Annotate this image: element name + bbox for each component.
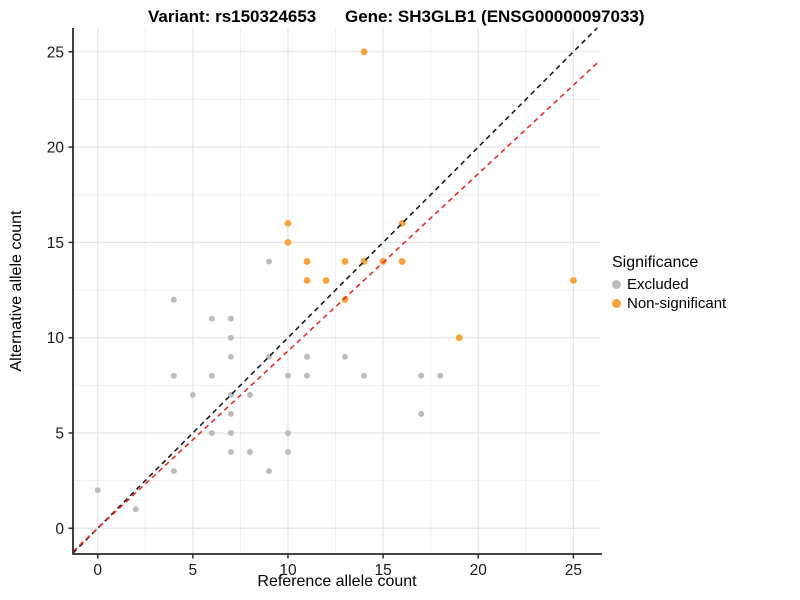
y-tick-label: 10 — [47, 330, 65, 347]
y-tick-label: 15 — [47, 235, 64, 252]
data-point — [284, 372, 291, 379]
data-point — [265, 258, 272, 265]
data-point — [132, 506, 139, 513]
data-point — [227, 315, 234, 322]
legend: Significance Excluded Non-significant — [612, 254, 726, 313]
data-point — [170, 468, 177, 475]
data-point — [455, 334, 463, 342]
excluded-dot-icon — [612, 280, 621, 289]
plot-title-variant: Variant: rs150324653 — [148, 7, 317, 26]
data-point — [227, 353, 234, 360]
legend-title: Significance — [612, 254, 699, 271]
data-point — [284, 449, 291, 456]
y-tick-label: 0 — [55, 521, 64, 538]
data-point — [227, 334, 234, 341]
data-point — [227, 410, 234, 417]
data-point — [94, 487, 101, 494]
identity-line — [72, 27, 598, 554]
data-point — [170, 372, 177, 379]
axes: 0 5 10 15 20 25 0 5 10 15 20 25 — [47, 28, 602, 579]
y-tick-label: 20 — [47, 140, 65, 157]
x-tick-label: 25 — [565, 562, 582, 579]
data-point — [322, 277, 330, 284]
x-tick-label: 20 — [470, 562, 488, 579]
x-tick-label: 10 — [279, 562, 297, 579]
data-point — [418, 410, 425, 417]
axis-lines — [72, 28, 602, 555]
x-tick-label: 15 — [374, 562, 391, 579]
data-point — [341, 296, 349, 303]
data-point — [342, 353, 349, 360]
data-point — [361, 372, 368, 379]
data-point — [360, 48, 368, 56]
x-tick-label: 5 — [189, 562, 198, 579]
legend-item-label: Excluded — [627, 276, 689, 293]
data-point — [341, 258, 349, 265]
data-point — [284, 219, 292, 227]
data-point — [227, 429, 234, 436]
data-point — [398, 258, 406, 265]
data-point — [303, 258, 311, 265]
data-point — [418, 372, 425, 379]
data-point — [170, 296, 177, 303]
y-tick-label: 5 — [55, 425, 64, 442]
x-axis-label: Reference allele count — [257, 573, 417, 590]
fit-line — [72, 59, 601, 552]
data-point — [227, 449, 234, 456]
x-tick-label: 0 — [93, 562, 102, 579]
data-point — [208, 315, 215, 322]
non-significant-dot-icon — [612, 299, 621, 308]
legend-item-non-significant: Non-significant — [612, 294, 726, 313]
data-point — [208, 372, 215, 379]
data-point — [304, 353, 311, 360]
gridlines — [73, 28, 600, 554]
data-point — [304, 372, 311, 379]
y-tick-label: 25 — [47, 44, 64, 61]
points-excluded — [94, 258, 444, 513]
data-point — [246, 449, 253, 456]
legend-item-excluded: Excluded — [612, 275, 726, 294]
plot-title-gene: Gene: SH3GLB1 (ENSG00000097033) — [345, 7, 645, 26]
data-point — [246, 391, 253, 398]
data-point — [437, 372, 444, 379]
y-axis-label: Alternative allele count — [8, 210, 25, 372]
data-point — [189, 391, 196, 398]
data-point — [569, 277, 577, 284]
data-point — [208, 429, 215, 436]
data-point — [265, 468, 272, 475]
data-point — [303, 277, 311, 284]
data-point — [284, 429, 291, 436]
legend-item-label: Non-significant — [627, 295, 727, 312]
data-point — [284, 239, 292, 246]
